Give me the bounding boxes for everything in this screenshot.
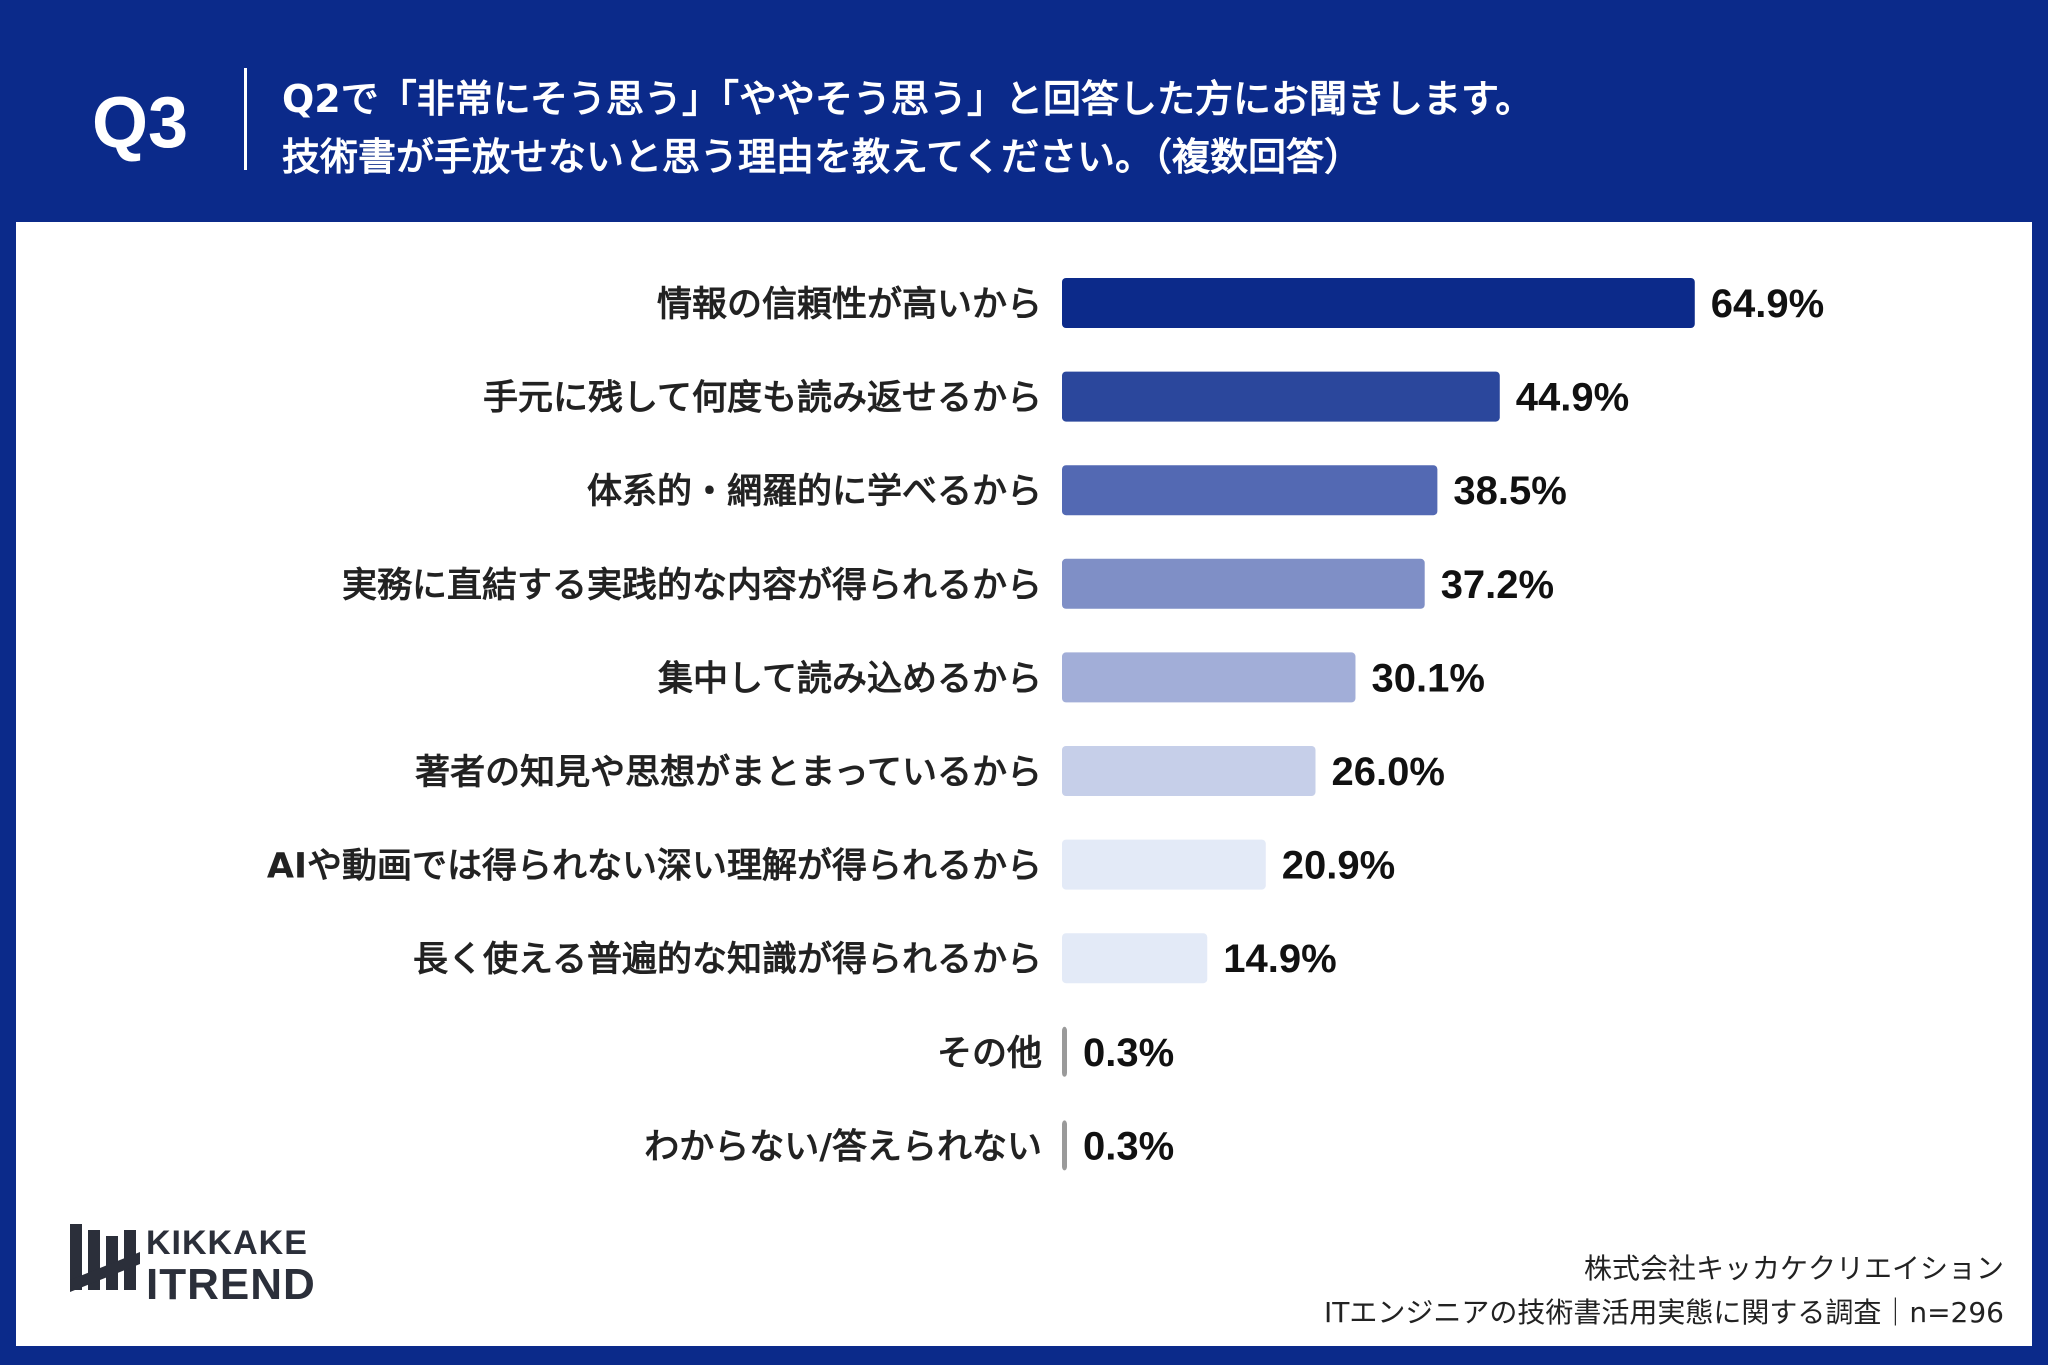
question-text: Q2で「非常にそう思う」「ややそう思う」と回答した方にお聞きします。 技術書が手… (282, 70, 1982, 186)
question-number: Q3 (92, 83, 189, 163)
bar (1062, 371, 1500, 422)
bar (1062, 839, 1266, 890)
value-label: 37.2% (1441, 563, 1554, 607)
bar (1062, 558, 1425, 609)
value-label: 38.5% (1453, 469, 1566, 513)
bar (1062, 465, 1438, 516)
bar (1062, 278, 1695, 328)
bar (1062, 933, 1208, 984)
category-label: 手元に残して何度も読み返せるから (483, 379, 1042, 419)
bar (1062, 652, 1356, 703)
bar-chart: 情報の信頼性が高いから 64.9% 手元に残して何度も読み返せるから 44.9% 体系的… (267, 278, 1824, 1171)
value-label: 0.3% (1083, 1124, 1174, 1168)
value-label: 30.1% (1371, 656, 1484, 700)
value-label: 20.9% (1282, 844, 1395, 888)
logo-text: KIKKAKE ITREND (146, 1224, 316, 1308)
category-label: 実務に直結する実践的な内容が得られるから (342, 566, 1042, 606)
bar (1062, 746, 1316, 796)
survey-name: ITエンジニアの技術書活用実態に関する調査｜n=296 (1323, 1296, 2004, 1329)
value-label: 14.9% (1223, 937, 1336, 981)
category-label: 情報の信頼性が高いから (657, 285, 1042, 325)
value-label: 0.3% (1083, 1031, 1174, 1075)
question-line-1: Q2で「非常にそう思う」「ややそう思う」と回答した方にお聞きします。 (282, 77, 1534, 121)
question-line-2: 技術書が手放せないと思う理由を教えてください。（複数回答） (282, 135, 1362, 179)
company-name: 株式会社キッカケクリエイション (1583, 1252, 2004, 1285)
value-label: 26.0% (1332, 750, 1445, 794)
value-label: 44.9% (1516, 376, 1629, 420)
category-label: 体系的・網羅的に学べるから (587, 471, 1042, 512)
value-label: 64.9% (1711, 282, 1824, 326)
header-divider (244, 68, 247, 170)
source-footer: 株式会社キッカケクリエイション ITエンジニアの技術書活用実態に関する調査｜n=… (1324, 1247, 2004, 1335)
category-label: 著者の知見や思想がまとまっているから (415, 753, 1042, 793)
category-label: AIや動画では得られない深い理解が得られるから (267, 847, 1042, 887)
bar (1062, 1120, 1067, 1171)
chart-panel: 情報の信頼性が高いから 64.9% 手元に残して何度も読み返せるから 44.9% 体系的… (16, 222, 2032, 1346)
logo-line-1: KIKKAKE (146, 1224, 308, 1262)
bar (1062, 1026, 1067, 1077)
category-label: わからない/答えられない (644, 1127, 1042, 1167)
category-label: その他 (937, 1034, 1042, 1074)
category-label: 集中して読み込めるから (657, 659, 1042, 699)
logo-mark-icon (70, 1224, 140, 1292)
logo-line-2: ITREND (146, 1260, 316, 1309)
category-label: 長く使える普遍的な知識が得られるから (413, 940, 1042, 980)
